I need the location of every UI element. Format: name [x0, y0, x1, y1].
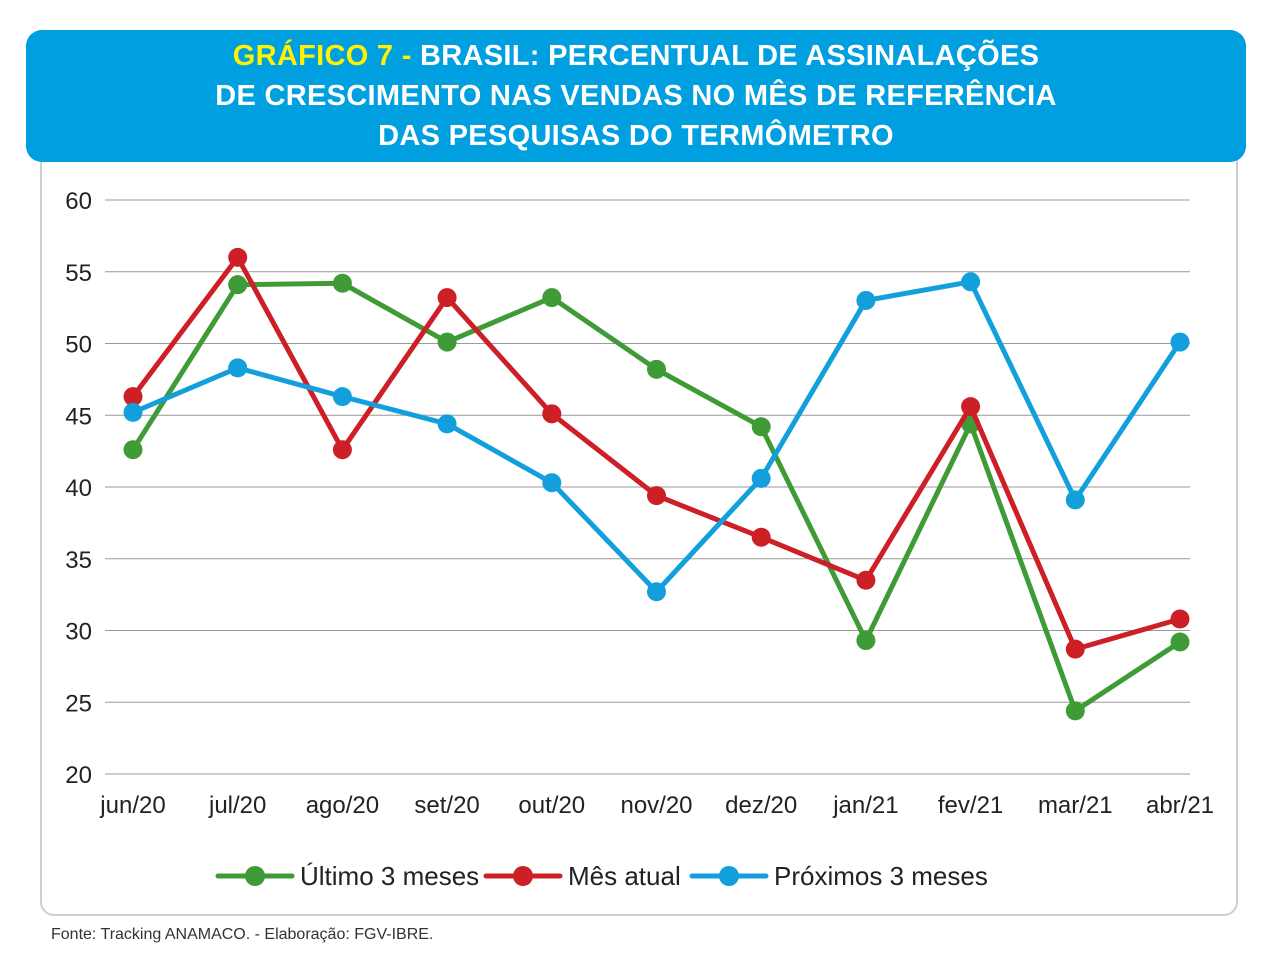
title-line-3: DAS PESQUISAS DO TERMÔMETRO — [378, 120, 894, 152]
data-point — [751, 527, 771, 547]
y-tick-label: 60 — [65, 188, 92, 215]
data-point — [123, 402, 143, 422]
y-axis-ticks: 60 55 50 45 40 35 30 25 20 — [65, 188, 92, 789]
data-point — [856, 570, 876, 590]
y-tick-label: 20 — [65, 762, 92, 789]
x-axis-ticks: jun/20 jul/20 ago/20 set/20 out/20 nov/20 dez/… — [99, 792, 1214, 819]
x-tick-label: dez/20 — [725, 792, 797, 819]
title-line-1: GRÁFICO 7 - BRASIL: PERCENTUAL DE ASSINA… — [233, 36, 1040, 76]
chart-frame — [40, 70, 1238, 916]
data-point — [856, 290, 876, 310]
x-tick-label: jun/20 — [99, 792, 165, 819]
data-point — [751, 417, 771, 437]
data-point — [961, 397, 981, 417]
data-point — [856, 631, 876, 651]
data-point — [647, 486, 666, 506]
x-tick-label: abr/21 — [1146, 792, 1214, 819]
legend-item-1: Mês atual — [483, 861, 681, 891]
x-tick-label: out/20 — [518, 792, 585, 819]
data-point — [228, 247, 248, 267]
data-point — [437, 332, 457, 352]
data-point — [542, 473, 562, 493]
data-point — [542, 288, 562, 308]
data-point — [1065, 490, 1085, 510]
series-2 — [123, 272, 1190, 602]
x-tick-label: set/20 — [414, 792, 479, 819]
y-tick-label: 40 — [65, 475, 92, 502]
legend-swatch-marker — [513, 866, 533, 886]
data-point — [1170, 609, 1190, 629]
series-0 — [123, 273, 1190, 721]
title-text-1: BRASIL: PERCENTUAL DE ASSINALAÇÕES — [420, 40, 1040, 72]
title-line-2: DE CRESCIMENTO NAS VENDAS NO MÊS DE REFE… — [215, 80, 1057, 112]
data-point — [228, 358, 248, 378]
series-group — [123, 247, 1190, 721]
data-point — [332, 273, 352, 293]
legend: Último 3 meses Mês atual Próximos 3 meses — [215, 861, 988, 891]
y-tick-label: 35 — [65, 547, 92, 574]
x-tick-label: fev/21 — [938, 792, 1003, 819]
data-point — [647, 359, 666, 379]
y-tick-label: 45 — [65, 403, 92, 430]
legend-swatch-marker — [245, 866, 265, 886]
data-point — [332, 387, 352, 407]
data-point — [542, 404, 562, 424]
data-point — [437, 414, 457, 434]
legend-item-0: Último 3 meses — [215, 861, 479, 891]
x-tick-label: nov/20 — [620, 792, 692, 819]
y-tick-label: 30 — [65, 619, 92, 646]
data-point — [647, 582, 666, 602]
data-point — [332, 440, 352, 460]
data-point — [1065, 701, 1085, 721]
data-point — [1170, 632, 1190, 652]
data-point — [961, 272, 981, 292]
series-line — [130, 279, 1183, 595]
data-point — [123, 387, 143, 407]
data-point — [1065, 639, 1085, 659]
x-tick-label: jan/21 — [832, 792, 898, 819]
data-point — [1170, 332, 1190, 352]
y-tick-label: 55 — [65, 260, 92, 287]
legend-item-2: Próximos 3 meses — [689, 861, 988, 891]
title-banner: GRÁFICO 7 - BRASIL: PERCENTUAL DE ASSINA… — [26, 30, 1246, 162]
title-prefix: GRÁFICO 7 - — [232, 40, 421, 72]
data-point — [751, 468, 771, 488]
legend-swatch-marker — [719, 866, 739, 886]
legend-label: Mês atual — [568, 861, 681, 891]
source-note: Fonte: Tracking ANAMACO. - Elaboração: F… — [51, 926, 434, 943]
data-point — [437, 288, 457, 308]
legend-label: Próximos 3 meses — [774, 861, 988, 891]
legend-label: Último 3 meses — [300, 861, 479, 891]
x-tick-label: ago/20 — [306, 792, 379, 819]
data-point — [123, 440, 143, 460]
x-tick-label: mar/21 — [1038, 792, 1113, 819]
x-tick-label: jul/20 — [208, 792, 266, 819]
data-point — [228, 275, 248, 295]
y-tick-label: 50 — [65, 332, 92, 359]
y-tick-label: 25 — [65, 690, 92, 717]
